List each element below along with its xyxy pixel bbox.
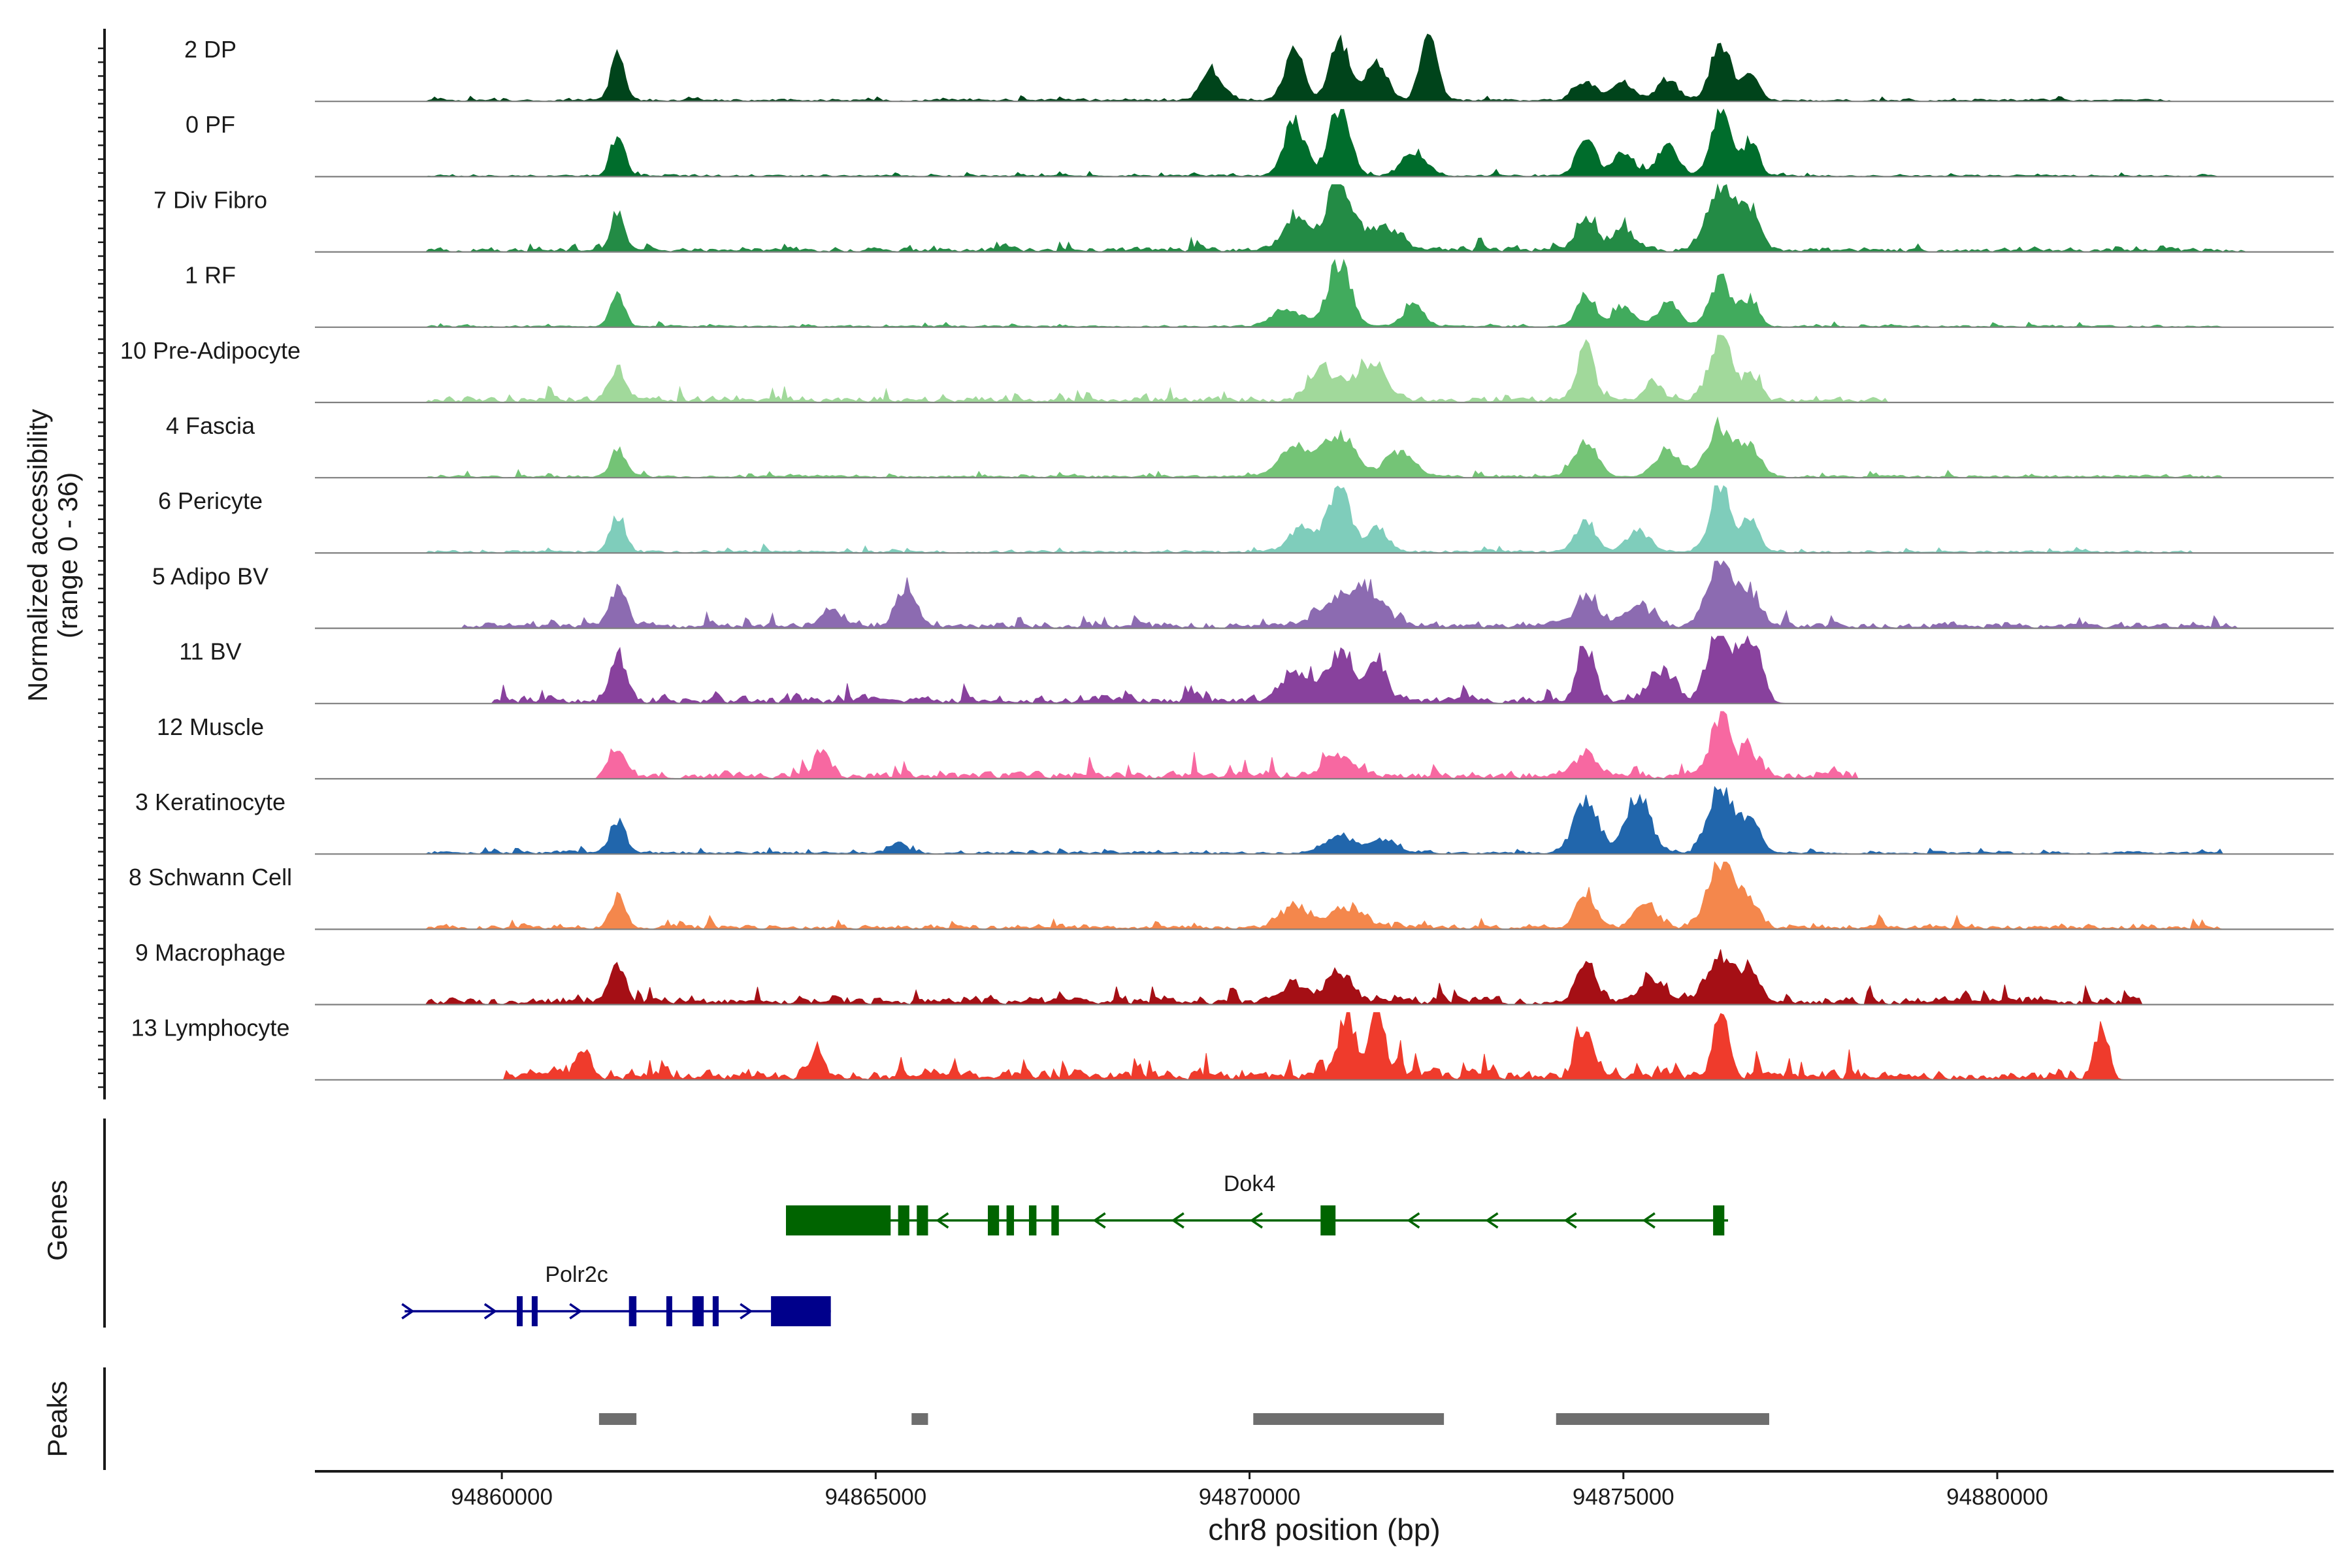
track: 13 Lymphocyte: [131, 1012, 2334, 1081]
coverage-area: [315, 183, 2334, 253]
track: 2 DP: [184, 33, 2334, 103]
y-axis: [98, 29, 106, 1100]
track-label: 8 Schwann Cell: [129, 864, 292, 890]
strand-arrow-icon: [740, 1303, 753, 1320]
strand-arrow-icon: [1642, 1212, 1656, 1229]
strand-arrow-icon: [1092, 1212, 1106, 1229]
track: 4 Fascia: [166, 412, 2334, 479]
track-label: 3 Keratinocyte: [135, 789, 286, 815]
track-label: 6 Pericyte: [158, 487, 263, 514]
x-axis: 94860000 94865000 94870000 94875000 94880000: [315, 1470, 2334, 1510]
exon: [917, 1205, 928, 1235]
y-axis-range-label: (range 0 - 36): [52, 472, 83, 638]
coverage-area: [315, 335, 2334, 403]
exon: [898, 1205, 909, 1235]
x-tick-label: 94870000: [1199, 1484, 1301, 1510]
gene-polr2c: Polr2c: [401, 1262, 831, 1326]
track-label: 0 PF: [186, 111, 235, 138]
track: 1 RF: [185, 259, 2334, 328]
strand-arrow-icon: [1485, 1212, 1499, 1229]
strand-arrow-icon: [483, 1303, 497, 1320]
coverage-tracks: 2 DP 0 PF 7 Div Fibro 1 RF 10 Pre-Adipocyte 4…: [120, 33, 2334, 1081]
track-label: 9 Macrophage: [135, 939, 286, 966]
x-axis-label: chr8 position (bp): [1208, 1512, 1440, 1546]
coverage-area: [315, 1012, 2334, 1081]
exon: [692, 1296, 704, 1326]
x-tick-label: 94865000: [825, 1484, 926, 1510]
peaks-panel-label: Peaks: [42, 1381, 73, 1458]
exon: [1006, 1205, 1015, 1235]
gene-label: Polr2c: [545, 1262, 608, 1287]
track: 10 Pre-Adipocyte: [120, 335, 2334, 404]
peak-bar: [1556, 1413, 1769, 1425]
exon: [531, 1296, 538, 1326]
coverage-area: [315, 949, 2334, 1005]
exon: [629, 1296, 637, 1326]
exon: [1320, 1205, 1336, 1235]
exon: [988, 1205, 1000, 1235]
track-label: 11 BV: [179, 638, 241, 665]
strand-arrow-icon: [1171, 1212, 1184, 1229]
track: 6 Pericyte: [158, 485, 2334, 554]
coverage-area: [315, 711, 2334, 779]
exon: [1028, 1205, 1037, 1235]
strand-arrow-icon: [569, 1303, 583, 1320]
strand-arrow-icon: [1407, 1212, 1420, 1229]
track: 7 Div Fibro: [154, 183, 2334, 253]
genes-panel: Dok4 Polr2c: [401, 1171, 1728, 1326]
peaks-panel: [598, 1413, 1769, 1425]
gene-dok4: Dok4: [786, 1171, 1728, 1235]
coverage-area: [315, 259, 2334, 328]
track-label: 12 Muscle: [157, 713, 264, 740]
genes-panel-label: Genes: [42, 1180, 73, 1261]
exon: [771, 1296, 831, 1326]
track: 0 PF: [186, 108, 2334, 178]
exon: [712, 1296, 719, 1326]
coverage-area: [315, 786, 2334, 855]
exon: [786, 1205, 891, 1235]
coverage-area: [315, 416, 2334, 478]
track: 11 BV: [179, 635, 2334, 704]
peak-bar: [598, 1413, 637, 1425]
track: 9 Macrophage: [135, 939, 2334, 1005]
track-label: 4 Fascia: [166, 412, 255, 439]
exon: [666, 1296, 672, 1326]
coverage-area: [315, 861, 2334, 930]
track: 5 Adipo BV: [152, 560, 2334, 629]
track-label: 7 Div Fibro: [154, 186, 267, 213]
x-tick-label: 94860000: [451, 1484, 553, 1510]
exon: [1051, 1205, 1059, 1235]
strand-arrow-icon: [1563, 1212, 1577, 1229]
peak-bar: [911, 1413, 928, 1425]
gene-label: Dok4: [1224, 1171, 1275, 1196]
x-tick-label: 94880000: [1946, 1484, 2048, 1510]
coverage-area: [315, 560, 2334, 629]
track: 8 Schwann Cell: [129, 861, 2334, 930]
coverage-area: [315, 485, 2334, 553]
y-axis-label: Normalized accessibility: [22, 409, 53, 702]
track-label: 5 Adipo BV: [152, 563, 269, 589]
coverage-area: [315, 108, 2334, 177]
exon: [517, 1296, 523, 1326]
coverage-area: [315, 635, 2334, 704]
coverage-area: [315, 33, 2334, 102]
strand-arrow-icon: [401, 1303, 415, 1320]
strand-arrow-icon: [1249, 1212, 1263, 1229]
track: 3 Keratinocyte: [135, 786, 2334, 855]
track-label: 10 Pre-Adipocyte: [120, 337, 301, 364]
strand-arrow-icon: [936, 1212, 949, 1229]
track-label: 2 DP: [184, 36, 237, 63]
peak-bar: [1253, 1413, 1445, 1425]
track-label: 1 RF: [185, 262, 236, 289]
track: 12 Muscle: [157, 711, 2334, 780]
exon: [1713, 1205, 1725, 1235]
x-tick-label: 94875000: [1573, 1484, 1674, 1510]
track-label: 13 Lymphocyte: [131, 1015, 290, 1041]
